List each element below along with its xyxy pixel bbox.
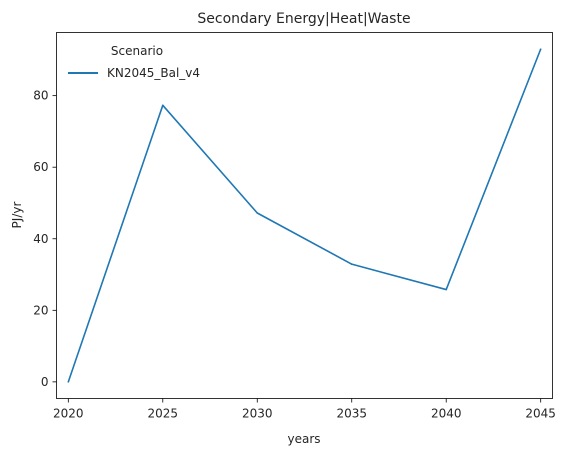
x-tick-label: 2030 (242, 407, 273, 421)
y-axis-ticks: 0 20 40 60 80 (33, 89, 57, 389)
x-tick-label: 2040 (431, 407, 462, 421)
legend: Scenario KN2045_Bal_v4 (68, 44, 200, 80)
series-line-0 (67, 48, 542, 383)
y-tick-label: 20 (33, 303, 48, 317)
data-point (67, 381, 70, 383)
y-tick-label: 0 (41, 375, 49, 389)
x-tick-label: 2025 (148, 407, 179, 421)
x-axis-ticks: 2020 2025 2030 2035 2040 2045 (53, 398, 556, 421)
chart-title: Secondary Energy|Heat|Waste (197, 11, 410, 27)
data-point (350, 263, 353, 265)
y-tick-label: 60 (33, 160, 48, 174)
legend-title: Scenario (111, 44, 163, 58)
data-point (539, 48, 542, 50)
y-tick-label: 80 (33, 89, 48, 103)
x-tick-label: 2035 (336, 407, 367, 421)
y-axis-label: PJ/yr (10, 202, 24, 229)
plot-frame (56, 32, 553, 399)
series-layer (67, 48, 542, 383)
data-point (445, 288, 448, 291)
y-tick-label: 40 (33, 232, 48, 246)
data-point (161, 104, 164, 107)
x-tick-label: 2020 (53, 407, 84, 421)
x-tick-label: 2045 (525, 407, 556, 421)
legend-entry-label: KN2045_Bal_v4 (107, 66, 200, 80)
data-point (256, 212, 259, 214)
x-axis-label: years (287, 432, 320, 446)
